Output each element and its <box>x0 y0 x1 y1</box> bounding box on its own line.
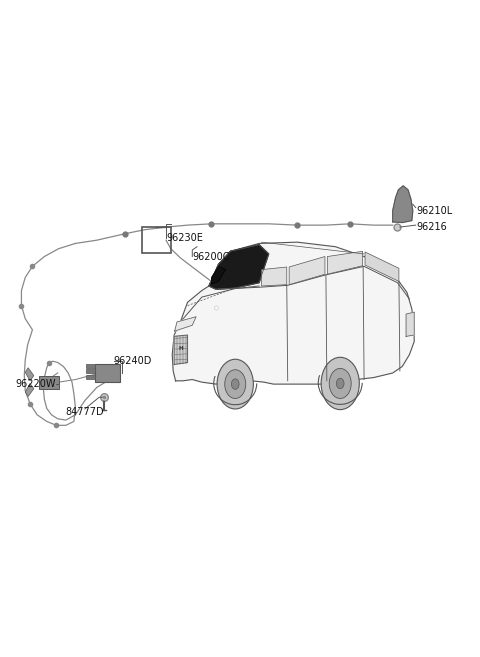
Text: 84777D: 84777D <box>66 407 104 417</box>
Polygon shape <box>175 317 196 331</box>
Polygon shape <box>174 335 188 365</box>
Polygon shape <box>25 368 34 381</box>
Polygon shape <box>393 186 413 223</box>
Circle shape <box>329 369 351 399</box>
Text: 96216: 96216 <box>417 222 447 232</box>
Polygon shape <box>262 267 287 286</box>
Circle shape <box>321 357 360 409</box>
Polygon shape <box>86 369 95 373</box>
Circle shape <box>225 370 246 399</box>
Text: ⬡: ⬡ <box>214 306 218 311</box>
Polygon shape <box>209 245 269 289</box>
Circle shape <box>217 359 253 409</box>
Polygon shape <box>25 384 34 397</box>
Text: 96200C: 96200C <box>192 252 230 261</box>
Circle shape <box>336 378 344 389</box>
Polygon shape <box>289 256 325 284</box>
Polygon shape <box>365 252 399 281</box>
Polygon shape <box>86 364 95 368</box>
Polygon shape <box>38 376 59 389</box>
Text: H: H <box>179 346 183 351</box>
Text: 96210L: 96210L <box>417 206 453 215</box>
Polygon shape <box>95 364 120 382</box>
Polygon shape <box>86 375 95 379</box>
Text: 96240D: 96240D <box>114 356 152 366</box>
Polygon shape <box>172 242 414 384</box>
Text: 96230E: 96230E <box>166 233 203 243</box>
Circle shape <box>231 379 239 390</box>
Text: 96220W: 96220W <box>16 379 56 389</box>
Polygon shape <box>327 251 363 274</box>
Polygon shape <box>406 312 414 336</box>
Polygon shape <box>211 266 226 284</box>
